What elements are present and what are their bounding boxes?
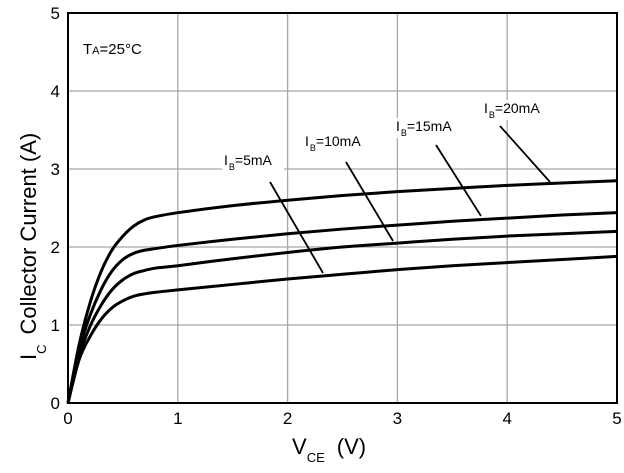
series-label-sub: B	[229, 162, 235, 172]
series-line-4	[66, 179, 618, 404]
series-label-rest: =5mA	[235, 152, 273, 168]
series-line-3	[66, 211, 618, 404]
series-label-background	[482, 100, 544, 120]
series-label-sub: B	[401, 128, 407, 138]
leader-line-2	[345, 161, 394, 242]
series-label-main: I	[396, 118, 400, 134]
series-label-rest: =20mA	[495, 100, 540, 116]
series-label-main: I	[224, 152, 228, 168]
series-label-4: IB=20mA	[484, 100, 540, 120]
y-tick-label: 4	[51, 82, 60, 101]
y-tick-label: 1	[51, 316, 60, 335]
series-label-rest: =15mA	[407, 118, 452, 134]
series-label-background	[394, 118, 456, 138]
y-tick-label: 0	[51, 394, 60, 413]
leader-line-4	[499, 125, 551, 183]
series-label-sub: B	[489, 110, 495, 120]
series-group	[66, 179, 618, 404]
x-tick-label: 1	[173, 409, 182, 428]
label-leaders	[269, 125, 551, 274]
y-tick-label: 3	[51, 160, 60, 179]
x-tick-label: 3	[393, 409, 402, 428]
series-line-1	[66, 254, 618, 404]
series-label-sub: B	[310, 143, 316, 153]
series-label-background	[222, 152, 284, 172]
y-tick-label: 5	[51, 4, 60, 23]
x-tick-label: 2	[283, 409, 292, 428]
series-label-3: IB=15mA	[396, 118, 452, 138]
x-tick-label: 0	[63, 409, 72, 428]
x-tick-label: 5	[612, 409, 621, 428]
series-line-2	[66, 229, 618, 404]
series-label-1: IB=5mA	[224, 152, 273, 172]
tick-labels: 0 1 2 3 4 5 0 1 2 3 4 5	[51, 4, 622, 428]
leader-line-3	[435, 144, 482, 217]
series-label-main: I	[484, 100, 488, 116]
series-label-rest: =10mA	[316, 133, 361, 149]
series-label-2: IB=10mA	[305, 133, 361, 153]
y-tick-label: 2	[51, 238, 60, 257]
plot-frame	[67, 12, 618, 404]
annotation-background	[77, 39, 148, 60]
x-axis-label: VCE (V)	[292, 434, 366, 465]
leader-line-1	[269, 181, 324, 274]
series-label-main: I	[305, 133, 309, 149]
x-tick-label: 4	[502, 409, 511, 428]
y-axis-label: ICCollector Current (A)	[16, 133, 49, 360]
series-label-background	[303, 133, 365, 153]
temperature-annotation: TA=25°C	[83, 41, 142, 58]
